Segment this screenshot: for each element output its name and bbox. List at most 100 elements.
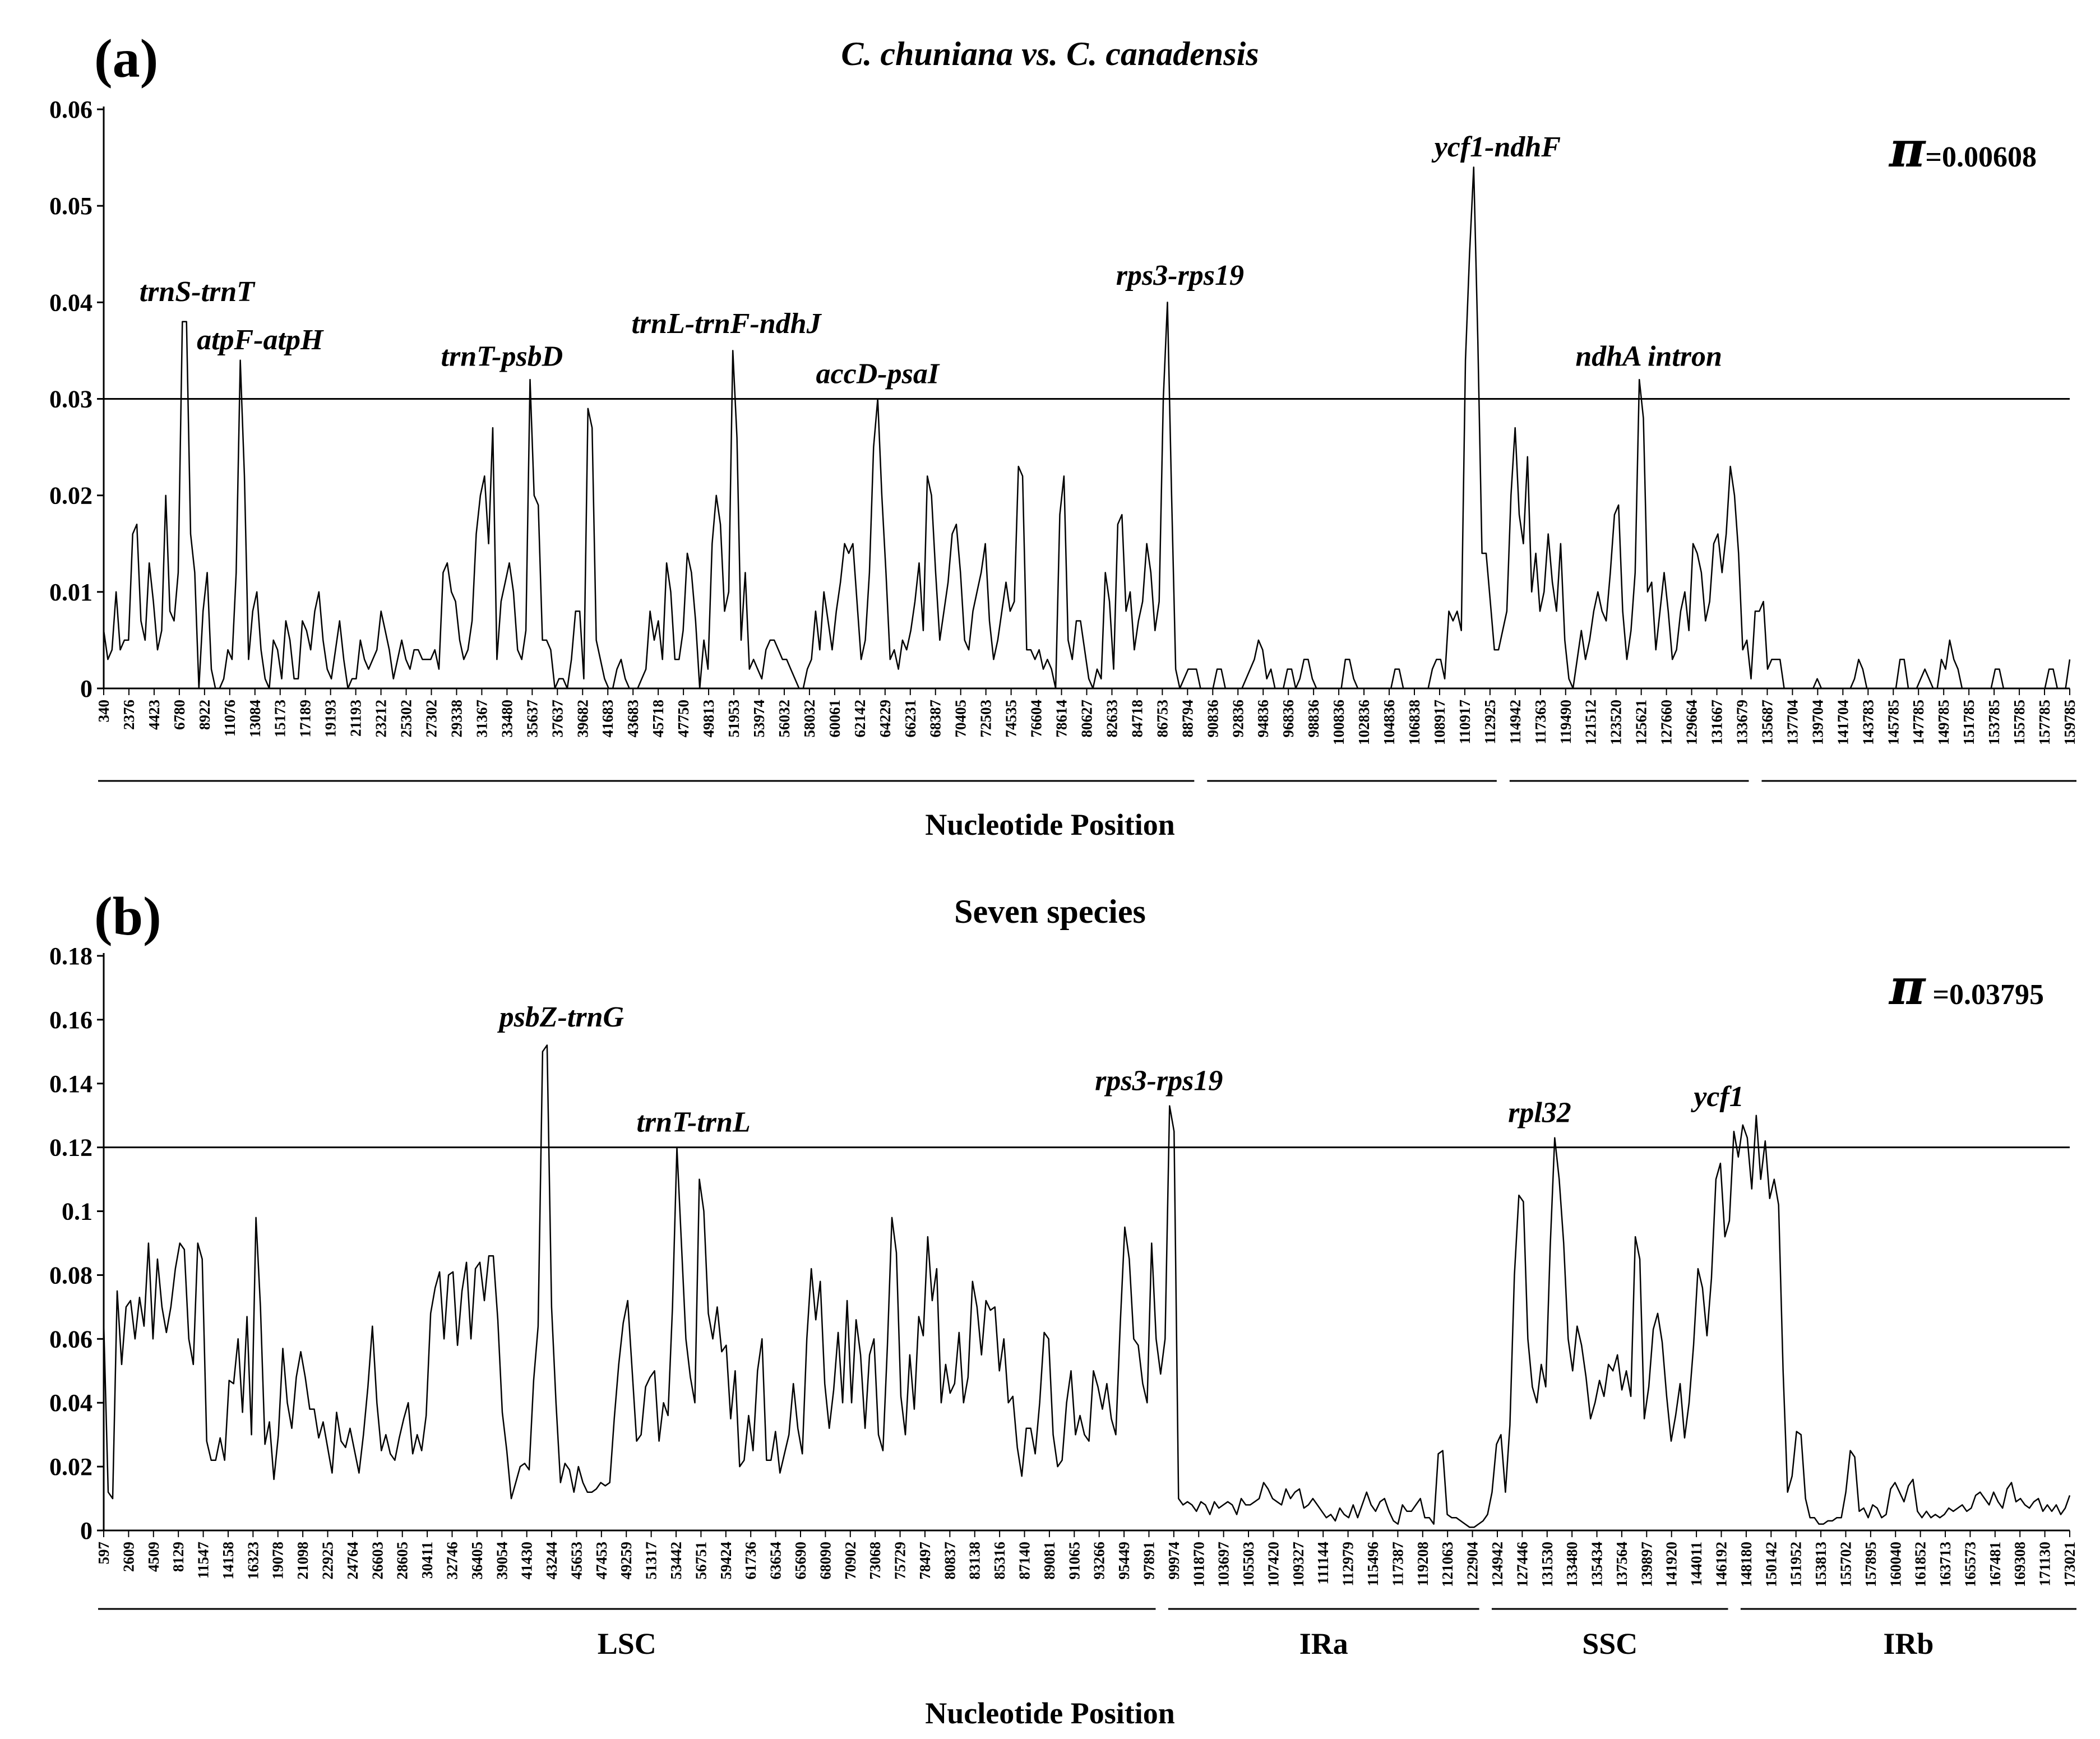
x-tick-label: 4509 xyxy=(145,1542,162,1572)
x-tick-label: 19078 xyxy=(270,1542,286,1580)
x-tick-label: 161852 xyxy=(1912,1542,1929,1587)
y-tick-label: 0.02 xyxy=(49,482,92,510)
x-tick-label: 155702 xyxy=(1837,1542,1854,1587)
x-tick-label: 171130 xyxy=(2037,1542,2053,1587)
x-tick-label: 125621 xyxy=(1633,700,1650,745)
x-tick-label: 63654 xyxy=(767,1542,784,1580)
x-tick-label: 98836 xyxy=(1305,700,1322,738)
x-tick-label: 8129 xyxy=(170,1542,187,1572)
x-tick-label: 167481 xyxy=(1987,1542,2004,1587)
y-tick-label: 0.06 xyxy=(49,96,92,123)
x-tick-label: 153785 xyxy=(1986,700,2002,745)
x-tick-label: 340 xyxy=(95,700,112,723)
x-tick-label: 94836 xyxy=(1255,700,1271,738)
x-tick-label: 84718 xyxy=(1128,700,1145,738)
x-tick-label: 25302 xyxy=(398,700,415,738)
x-tick-label: 89081 xyxy=(1041,1542,1058,1580)
x-tick-label: 119490 xyxy=(1557,700,1574,744)
x-tick-label: 35637 xyxy=(524,700,540,738)
x-axis-title: Nucleotide Position xyxy=(925,1696,1175,1730)
x-tick-label: 56032 xyxy=(776,700,793,738)
x-tick-label: 95449 xyxy=(1116,1542,1132,1580)
x-tick-label: 76604 xyxy=(1028,700,1045,738)
y-tick-label: 0.02 xyxy=(49,1453,92,1481)
x-tick-label: 47750 xyxy=(675,700,692,738)
x-tick-label: 117387 xyxy=(1389,1542,1406,1587)
peak-label: psbZ-trnG xyxy=(497,1001,624,1033)
x-tick-label: 2376 xyxy=(121,700,137,730)
x-tick-label: 121063 xyxy=(1439,1542,1456,1587)
x-tick-label: 51317 xyxy=(643,1542,660,1580)
x-tick-label: 151952 xyxy=(1788,1542,1805,1587)
x-tick-label: 86753 xyxy=(1154,700,1171,738)
panel-label: (b) xyxy=(94,886,161,947)
x-tick-label: 37637 xyxy=(549,700,566,738)
x-tick-label: 11547 xyxy=(195,1542,212,1579)
x-tick-label: 124942 xyxy=(1489,1542,1506,1587)
y-tick-label: 0.03 xyxy=(49,386,92,413)
x-tick-label: 141920 xyxy=(1663,1542,1680,1587)
x-tick-label: 80837 xyxy=(941,1542,958,1580)
x-tick-label: 159785 xyxy=(2061,700,2078,745)
x-tick-label: 32746 xyxy=(443,1542,460,1580)
x-tick-label: 102836 xyxy=(1356,700,1372,745)
peak-label: trnT-psbD xyxy=(441,341,563,373)
x-tick-label: 36405 xyxy=(469,1542,485,1580)
x-tick-label: 53442 xyxy=(668,1542,684,1580)
x-tick-label: 78614 xyxy=(1053,700,1070,738)
y-tick-label: 0.16 xyxy=(49,1006,92,1034)
x-tick-label: 106838 xyxy=(1406,700,1423,745)
x-tick-label: 28605 xyxy=(394,1542,411,1580)
x-tick-label: 149785 xyxy=(1935,700,1952,745)
x-tick-label: 70902 xyxy=(842,1542,859,1580)
x-tick-label: 122904 xyxy=(1464,1542,1481,1587)
x-tick-label: 93266 xyxy=(1091,1542,1108,1580)
x-tick-label: 27302 xyxy=(423,700,440,738)
x-tick-label: 4423 xyxy=(146,700,163,730)
x-tick-label: 83138 xyxy=(966,1542,983,1580)
x-tick-label: 104836 xyxy=(1381,700,1398,745)
x-axis-title: Nucleotide Position xyxy=(925,808,1175,841)
x-tick-label: 157785 xyxy=(2036,700,2053,745)
x-tick-label: 58032 xyxy=(801,700,818,738)
x-tick-label: 75729 xyxy=(892,1542,909,1580)
x-tick-label: 173021 xyxy=(2061,1542,2078,1587)
x-tick-label: 92836 xyxy=(1229,700,1246,738)
x-tick-label: 39682 xyxy=(574,700,591,738)
x-tick-label: 19193 xyxy=(322,700,339,738)
x-tick-label: 41430 xyxy=(519,1542,535,1580)
x-tick-label: 143783 xyxy=(1860,700,1876,745)
x-tick-label: 78497 xyxy=(917,1542,933,1580)
x-tick-label: 91065 xyxy=(1066,1542,1083,1580)
x-tick-label: 72503 xyxy=(978,700,995,738)
x-tick-label: 597 xyxy=(95,1542,112,1565)
x-tick-label: 11076 xyxy=(221,700,238,737)
x-tick-label: 117363 xyxy=(1532,700,1549,744)
x-tick-label: 110917 xyxy=(1456,700,1473,744)
x-tick-label: 112925 xyxy=(1482,700,1498,744)
x-tick-label: 16323 xyxy=(244,1542,261,1580)
peak-label: atpF-atpH xyxy=(197,324,324,356)
x-tick-label: 127660 xyxy=(1658,700,1675,745)
x-tick-label: 14158 xyxy=(220,1542,237,1580)
pi-annotation: π =0.03795 xyxy=(1889,962,2044,1011)
x-tick-label: 41683 xyxy=(599,700,616,738)
x-tick-label: 68090 xyxy=(817,1542,834,1580)
x-tick-label: 30411 xyxy=(419,1542,436,1579)
x-tick-label: 45653 xyxy=(568,1542,585,1580)
x-tick-label: 85316 xyxy=(991,1542,1008,1580)
x-tick-label: 21098 xyxy=(294,1542,311,1580)
line-chart-a: 0 0.01 0.02 0.03 0.04 0.05 0.06 340 2376 4423 6780… xyxy=(49,96,2078,782)
x-tick-label: 66231 xyxy=(902,700,919,738)
y-tick-label: 0.12 xyxy=(49,1134,92,1162)
pi-annotation: π=0.00608 xyxy=(1889,124,2037,174)
pi-value: =0.00608 xyxy=(1925,141,2037,173)
x-tick-label: 96836 xyxy=(1280,700,1297,738)
y-tick-label: 0.06 xyxy=(49,1325,92,1353)
peak-label: rps3-rps19 xyxy=(1095,1065,1223,1097)
x-tick-label: 43244 xyxy=(543,1542,560,1580)
x-tick-label: 121512 xyxy=(1583,700,1599,745)
series-line-pi xyxy=(103,166,2071,690)
x-tick-label: 137704 xyxy=(1784,700,1801,745)
x-tick-label: 6780 xyxy=(171,700,188,730)
